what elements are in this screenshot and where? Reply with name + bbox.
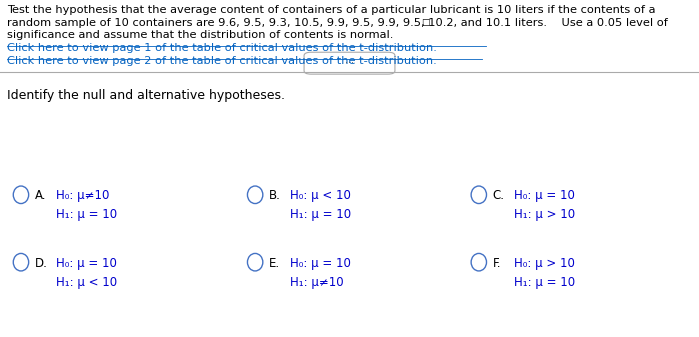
Text: H₁: μ = 10: H₁: μ = 10	[56, 208, 117, 221]
Text: Click here to view page 1 of the table of critical values of the t-distribution.: Click here to view page 1 of the table o…	[7, 43, 437, 53]
Text: H₀: μ = 10: H₀: μ = 10	[290, 257, 351, 270]
Text: C.: C.	[493, 189, 505, 203]
Text: H₁: μ > 10: H₁: μ > 10	[514, 208, 575, 221]
Text: ···: ···	[345, 58, 354, 68]
Text: Identify the null and alternative hypotheses.: Identify the null and alternative hypoth…	[7, 89, 285, 102]
Text: H₀: μ≠10: H₀: μ≠10	[56, 189, 109, 203]
Text: E.: E.	[269, 257, 280, 270]
Text: □: □	[421, 18, 429, 27]
Text: Click here to view page 2 of the table of critical values of the t-distribution.: Click here to view page 2 of the table o…	[7, 56, 437, 66]
Text: B.: B.	[269, 189, 281, 203]
Text: Test the hypothesis that the average content of containers of a particular lubri: Test the hypothesis that the average con…	[7, 5, 656, 15]
Text: H₁: μ = 10: H₁: μ = 10	[290, 208, 351, 221]
Text: H₀: μ = 10: H₀: μ = 10	[514, 189, 575, 203]
Text: H₁: μ < 10: H₁: μ < 10	[56, 276, 117, 289]
Text: D.: D.	[35, 257, 48, 270]
Text: H₀: μ > 10: H₀: μ > 10	[514, 257, 575, 270]
Text: F.: F.	[493, 257, 501, 270]
Text: A.: A.	[35, 189, 46, 203]
Text: random sample of 10 containers are 9.6, 9.5, 9.3, 10.5, 9.9, 9.5, 9.9, 9.5, 10.2: random sample of 10 containers are 9.6, …	[7, 18, 668, 28]
Text: H₀: μ = 10: H₀: μ = 10	[56, 257, 117, 270]
FancyBboxPatch shape	[304, 52, 395, 74]
Text: significance and assume that the distribution of contents is normal.: significance and assume that the distrib…	[7, 30, 394, 40]
Text: H₁: μ≠10: H₁: μ≠10	[290, 276, 344, 289]
Text: H₁: μ = 10: H₁: μ = 10	[514, 276, 575, 289]
Text: H₀: μ < 10: H₀: μ < 10	[290, 189, 351, 203]
